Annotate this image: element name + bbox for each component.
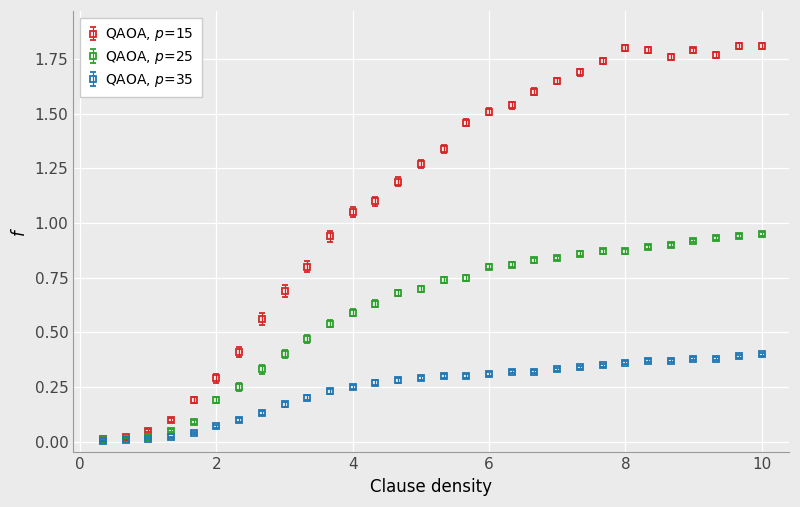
X-axis label: Clause density: Clause density xyxy=(370,478,492,496)
Legend: QAOA, $p$=15, QAOA, $p$=25, QAOA, $p$=35: QAOA, $p$=15, QAOA, $p$=25, QAOA, $p$=35 xyxy=(80,18,202,97)
Y-axis label: $f$: $f$ xyxy=(11,227,29,237)
